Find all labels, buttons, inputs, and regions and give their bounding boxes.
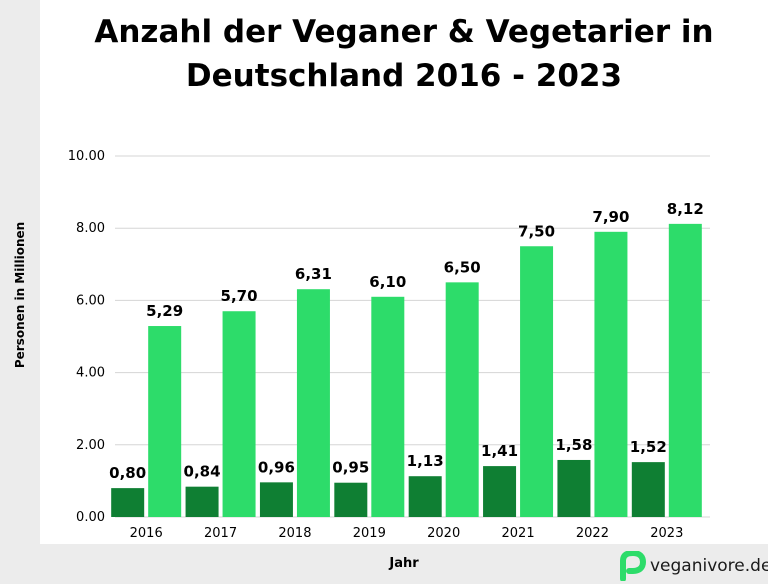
brand-text: veganivore.de (650, 556, 768, 576)
bar-vegan (259, 482, 293, 517)
chart-title: Anzahl der Veganer & Vegetarier in Deuts… (94, 14, 714, 94)
bottom-margin-strip (40, 544, 768, 584)
bar-vegan (111, 488, 145, 517)
x-tick-label: 2017 (204, 526, 237, 541)
data-label: 7,50 (518, 222, 555, 240)
data-label: 1,52 (630, 438, 667, 456)
data-label: 1,58 (555, 436, 592, 454)
x-tick-label: 2018 (278, 526, 311, 541)
labels-layer: 0,80 5,29 0,84 5,70 0,96 6,31 0,95 6,10 1,13 6,50… (109, 200, 704, 482)
y-tick-label: 2.00 (76, 438, 105, 453)
left-margin-strip (0, 0, 40, 584)
bar-vegan (557, 459, 591, 517)
y-axis-label: Personen in Millionen (13, 221, 27, 369)
data-label: 6,50 (444, 258, 481, 276)
data-label: 5,70 (221, 287, 258, 305)
bar-vegetarian (296, 289, 330, 517)
x-tick-label: 2022 (576, 526, 609, 541)
data-label: 7,90 (592, 208, 629, 226)
bar-vegetarian (520, 246, 554, 517)
x-tick-label: 2016 (130, 526, 163, 541)
ticks-layer: 0.00 2.00 4.00 6.00 8.00 10.00 2016 2017 2018 201… (68, 149, 684, 541)
y-tick-label: 4.00 (76, 366, 105, 381)
bar-vegan (185, 486, 219, 517)
brand-logo[interactable]: veganivore.de (618, 551, 768, 581)
data-label: 0,95 (332, 459, 369, 477)
data-label: 8,12 (667, 200, 704, 218)
bar-vegan (631, 462, 665, 517)
x-tick-label: 2020 (427, 526, 460, 541)
x-axis-label: Jahr (389, 556, 419, 571)
bar-vegetarian (594, 231, 628, 517)
bar-vegetarian (445, 282, 479, 517)
bar-vegan (483, 466, 517, 517)
y-tick-label: 6.00 (76, 293, 105, 308)
bars-layer (111, 223, 702, 518)
y-tick-label: 0.00 (76, 510, 105, 525)
y-tick-label: 10.00 (68, 149, 105, 164)
bar-vegan (334, 482, 368, 517)
data-label: 5,29 (146, 302, 183, 320)
bar-vegetarian (668, 223, 702, 518)
leaf-p-icon (620, 551, 646, 581)
data-label: 6,31 (295, 265, 332, 283)
data-label: 6,10 (369, 273, 406, 291)
data-label: 1,13 (407, 452, 444, 470)
data-label: 0,80 (109, 464, 146, 482)
x-tick-label: 2021 (502, 526, 535, 541)
bar-vegetarian (222, 311, 256, 517)
bar-vegetarian (148, 326, 182, 517)
y-tick-label: 8.00 (76, 221, 105, 236)
bar-vegan (408, 476, 442, 517)
bar-vegetarian (371, 296, 405, 517)
data-label: 1,41 (481, 442, 518, 460)
x-tick-label: 2023 (650, 526, 683, 541)
x-tick-label: 2019 (353, 526, 386, 541)
data-label: 0,84 (184, 463, 221, 481)
data-label: 0,96 (258, 458, 295, 476)
